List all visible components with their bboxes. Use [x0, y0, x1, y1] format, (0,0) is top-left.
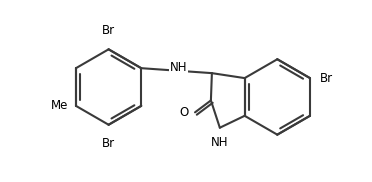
Text: Br: Br [102, 24, 115, 37]
Text: Br: Br [320, 72, 333, 85]
Text: Br: Br [102, 137, 115, 150]
Text: Me: Me [51, 99, 68, 112]
Text: NH: NH [211, 136, 228, 149]
Text: O: O [180, 106, 189, 119]
Text: NH: NH [170, 61, 187, 74]
